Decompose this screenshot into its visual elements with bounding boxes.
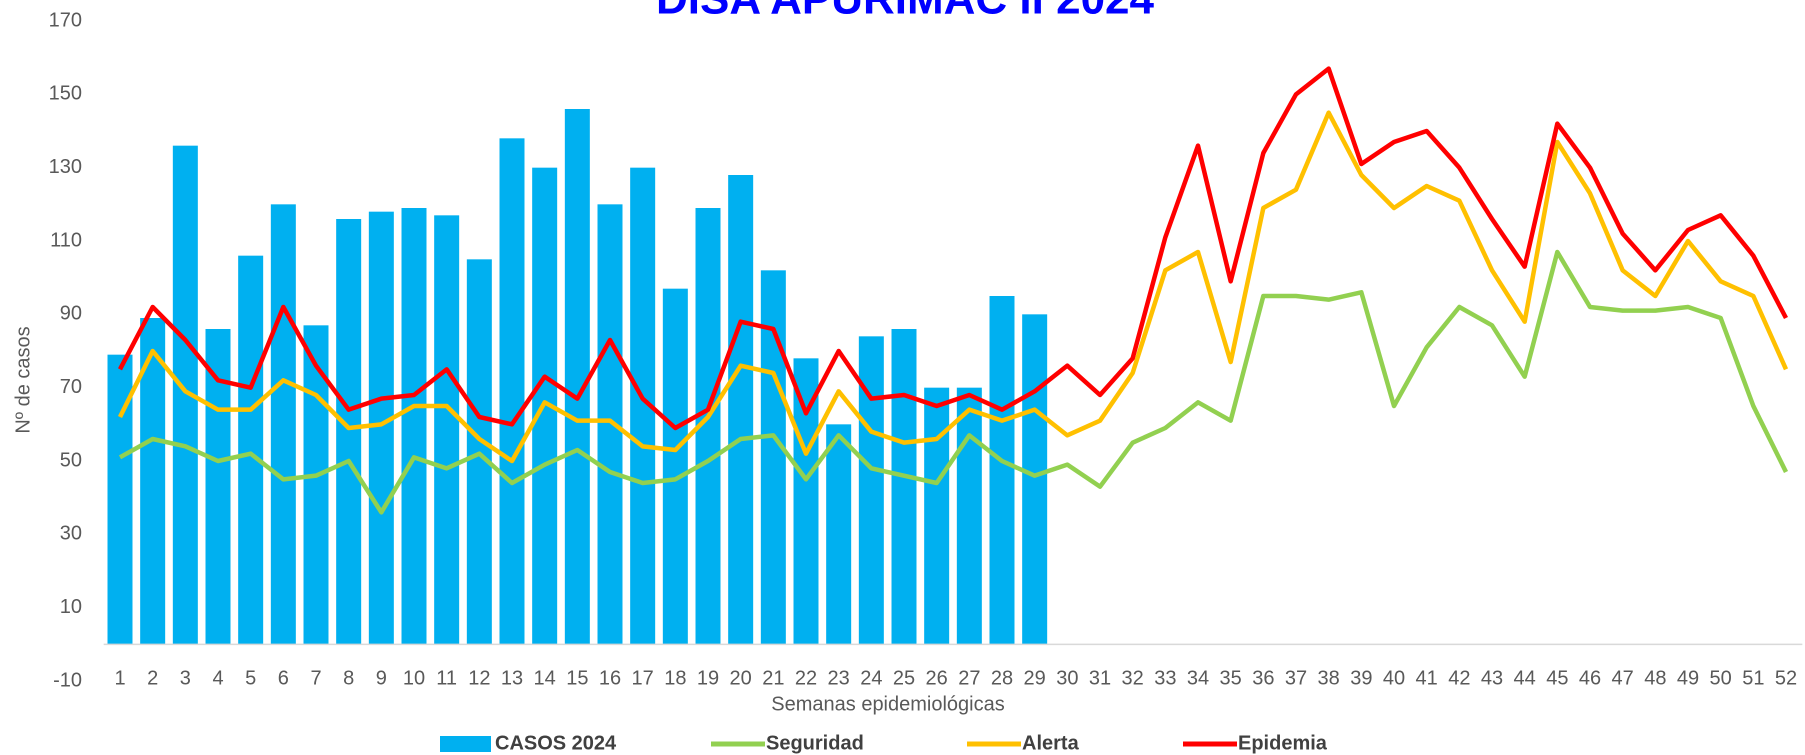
bar	[924, 387, 950, 645]
y-tick-label: 90	[60, 303, 82, 325]
bar	[303, 325, 329, 645]
bar	[793, 358, 819, 645]
x-tick-label: 23	[828, 667, 850, 689]
bar	[826, 424, 852, 645]
x-tick-label: 33	[1154, 667, 1176, 689]
x-tick-label: 14	[534, 667, 556, 689]
y-tick-label: 30	[60, 523, 82, 545]
y-tick-label: 50	[60, 449, 82, 471]
x-tick-label: 27	[958, 667, 980, 689]
y-tick-label: 130	[49, 156, 82, 178]
x-tick-label: 9	[376, 667, 387, 689]
x-tick-label: 16	[599, 667, 621, 689]
x-tick-label: 1	[114, 667, 125, 689]
x-tick-label: 26	[926, 667, 948, 689]
x-tick-label: 48	[1644, 667, 1666, 689]
x-tick-label: 18	[664, 667, 686, 689]
x-tick-label: 44	[1514, 667, 1536, 689]
x-tick-label: 32	[1122, 667, 1144, 689]
x-axis-title: Semanas epidemiológicas	[771, 693, 1004, 715]
bar	[401, 208, 427, 645]
y-tick-label: 10	[60, 596, 82, 618]
x-tick-label: 40	[1383, 667, 1405, 689]
x-tick-label: 10	[403, 667, 425, 689]
x-tick-label: 45	[1546, 667, 1568, 689]
x-tick-label: 13	[501, 667, 523, 689]
x-tick-label: 31	[1089, 667, 1111, 689]
x-tick-label: 47	[1612, 667, 1634, 689]
bar	[1022, 314, 1048, 645]
x-tick-label: 30	[1056, 667, 1078, 689]
x-tick-label: 50	[1710, 667, 1732, 689]
y-tick-label: 70	[60, 376, 82, 398]
line-series	[117, 110, 1789, 464]
x-tick-label: 8	[343, 667, 354, 689]
bar	[336, 219, 362, 645]
x-tick-label: 21	[762, 667, 784, 689]
line-series	[118, 249, 1789, 515]
x-tick-label: 51	[1742, 667, 1764, 689]
x-tick-label: 38	[1318, 667, 1340, 689]
legend-swatch	[440, 736, 491, 752]
bar	[728, 175, 754, 645]
bar	[564, 109, 590, 645]
bar	[499, 138, 525, 645]
y-tick-label: 110	[50, 229, 82, 251]
x-tick-label: 37	[1285, 667, 1307, 689]
bar	[238, 255, 264, 645]
x-tick-label: 6	[278, 667, 289, 689]
x-tick-label: 39	[1350, 667, 1372, 689]
x-tick-label: 43	[1481, 667, 1503, 689]
legend-label: Seguridad	[766, 732, 864, 754]
bar	[662, 288, 688, 645]
y-tick-label: 150	[49, 83, 82, 105]
x-tick-label: 42	[1448, 667, 1470, 689]
x-tick-label: 11	[436, 667, 457, 689]
x-tick-label: 12	[468, 667, 490, 689]
x-tick-label: 41	[1416, 667, 1438, 689]
x-tick-label: 35	[1220, 667, 1242, 689]
x-tick-label: 22	[795, 667, 817, 689]
bar	[956, 387, 982, 645]
x-tick-label: 34	[1187, 667, 1209, 689]
chart-title: DISA APURIMAC II 2024	[656, 0, 1154, 24]
y-tick-label: 170	[49, 9, 82, 31]
x-tick-label: 19	[697, 667, 719, 689]
x-tick-label: 7	[310, 667, 321, 689]
bar	[205, 329, 231, 645]
bar	[891, 329, 917, 645]
x-tick-label: 49	[1677, 667, 1699, 689]
x-tick-label: 20	[730, 667, 752, 689]
x-tick-label: 28	[991, 667, 1013, 689]
legend-label: Alerta	[1022, 732, 1080, 754]
line-series	[118, 66, 1788, 431]
x-tick-label: 5	[245, 667, 256, 689]
bar	[270, 204, 296, 645]
x-tick-label: 52	[1775, 667, 1797, 689]
x-tick-label: 17	[632, 667, 654, 689]
bar	[434, 215, 460, 645]
y-tick-label: -10	[53, 669, 82, 691]
x-tick-label: 2	[147, 667, 158, 689]
legend-label: CASOS 2024	[495, 732, 617, 754]
x-tick-label: 25	[893, 667, 915, 689]
bar	[368, 211, 394, 645]
legend-label: Epidemia	[1238, 732, 1328, 754]
bar	[989, 296, 1015, 645]
x-tick-label: 15	[566, 667, 588, 689]
x-tick-label: 46	[1579, 667, 1601, 689]
y-axis-title: Nº de casos	[12, 326, 34, 433]
x-tick-label: 3	[180, 667, 191, 689]
x-tick-label: 24	[860, 667, 882, 689]
bar	[597, 204, 623, 645]
x-tick-label: 29	[1024, 667, 1046, 689]
x-tick-label: 36	[1252, 667, 1274, 689]
x-tick-label: 4	[212, 667, 223, 689]
